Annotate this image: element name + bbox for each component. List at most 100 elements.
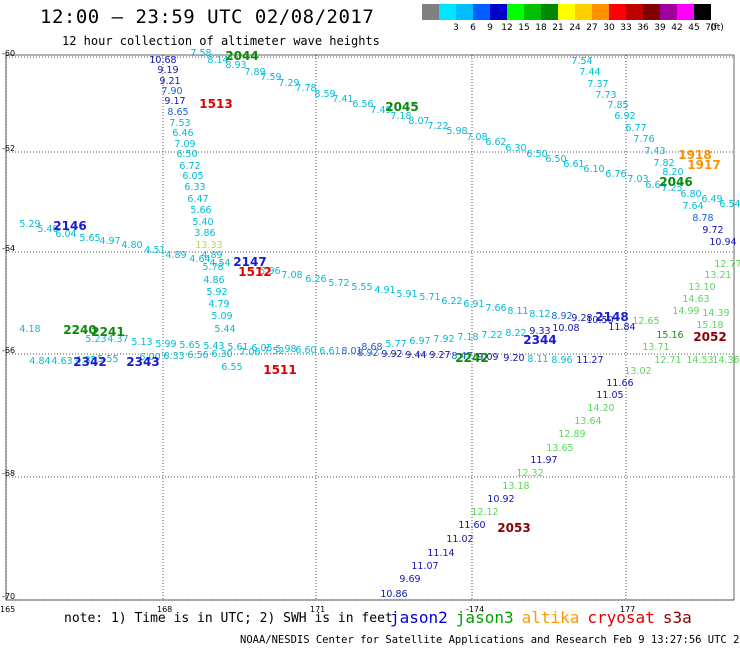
legend-cryosat: cryosat bbox=[587, 608, 655, 627]
wave-height-value: 9.09 bbox=[477, 352, 498, 363]
pass-time-label: 1513 bbox=[199, 97, 232, 111]
wave-height-value: 6.05 bbox=[182, 171, 203, 182]
colorbar-label: 21 bbox=[552, 23, 564, 33]
pass-time-label: 2241 bbox=[91, 325, 124, 339]
pass-time-label: 2046 bbox=[659, 175, 692, 189]
pass-time-label: 2146 bbox=[53, 219, 86, 233]
wave-height-value: 5.43 bbox=[203, 341, 224, 352]
wave-height-value: 6.60 bbox=[295, 345, 316, 356]
pass-time-label: 2240 bbox=[63, 323, 96, 337]
wave-height-value: 7.22 bbox=[427, 121, 448, 132]
wave-height-value: 5.98 bbox=[446, 126, 467, 137]
wave-height-value: 5.55 bbox=[351, 282, 372, 293]
latitude-label: -60 bbox=[2, 49, 15, 58]
wave-height-value: 7.18 bbox=[390, 111, 411, 122]
wave-height-value: 4.84 bbox=[29, 356, 50, 367]
legend-altika: altika bbox=[521, 608, 580, 627]
colorbar-cell bbox=[609, 4, 626, 20]
lat-lon-grid bbox=[5, 54, 735, 601]
wave-height-value: 10.92 bbox=[487, 494, 514, 505]
wave-height-value: 7.37 bbox=[587, 79, 608, 90]
pass-time-label: 1918 bbox=[678, 148, 711, 162]
pass-time-label: 2343 bbox=[126, 355, 159, 369]
axis-labels: -60 -62 -64 -66 -68 -70 165 168 171 -174 177 bbox=[0, 49, 635, 614]
wave-height-value: 8.47 bbox=[451, 351, 472, 362]
latitude-label: -68 bbox=[2, 469, 15, 478]
colorbar-cell bbox=[490, 4, 507, 20]
wave-height-value: 14.36 bbox=[712, 355, 739, 366]
wave-height-value: 6.56 bbox=[187, 350, 208, 361]
colorbar-label: 27 bbox=[586, 23, 598, 33]
latitude-label: -66 bbox=[2, 346, 15, 355]
wave-height-value: 7.08 bbox=[466, 132, 487, 143]
wave-height-value: 12.32 bbox=[516, 468, 543, 479]
wave-height-value: 3.86 bbox=[194, 228, 215, 239]
wave-height-value: 7.22 bbox=[481, 330, 502, 341]
colorbar-label: 39 bbox=[654, 23, 666, 33]
wave-height-value: 4.35 bbox=[75, 355, 96, 366]
colorbar-label: 36 bbox=[637, 23, 649, 33]
wave-height-value: 7.43 bbox=[644, 146, 665, 157]
wave-height-value: 14.39 bbox=[702, 308, 729, 319]
map-frame bbox=[5, 54, 735, 601]
wave-height-value: 5.40 bbox=[37, 224, 58, 235]
wave-height-value: 7.41 bbox=[332, 94, 353, 105]
wave-height-value: 9.69 bbox=[399, 574, 420, 585]
wave-height-value: 5.09 bbox=[211, 311, 232, 322]
wave-height-value: 6.46 bbox=[172, 128, 193, 139]
map-subtitle: 12 hour collection of altimeter wave hei… bbox=[62, 34, 380, 48]
wave-height-value: 6.49 bbox=[701, 194, 722, 205]
wave-height-value: 13.33 bbox=[195, 240, 222, 251]
wave-height-value: 6.61 bbox=[319, 346, 340, 357]
wave-height-value: 9.33 bbox=[529, 326, 550, 337]
colorbar-cell bbox=[456, 4, 473, 20]
wave-height-value: 5.78 bbox=[202, 262, 223, 273]
wave-height-value: 8.01 bbox=[341, 346, 362, 357]
wave-height-value: 13.71 bbox=[642, 342, 669, 353]
colorbar-label: 45 bbox=[688, 23, 700, 33]
colorbar-cell bbox=[439, 4, 456, 20]
wave-height-value: 7.76 bbox=[633, 134, 654, 145]
longitude-label: 177 bbox=[620, 605, 635, 614]
wave-height-value: 9.21 bbox=[159, 76, 180, 87]
wave-height-value: 6.22 bbox=[441, 296, 462, 307]
wave-height-value: 4.89 bbox=[201, 250, 222, 261]
colorbar-cell bbox=[558, 4, 575, 20]
wave-height-value: 6.33 bbox=[184, 182, 205, 193]
wave-height-value: 5.92 bbox=[206, 287, 227, 298]
wave-height-value: 5.40 bbox=[192, 217, 213, 228]
colorbar-cell bbox=[592, 4, 609, 20]
wave-height-value: 6.26 bbox=[305, 274, 326, 285]
colorbar-cell bbox=[541, 4, 558, 20]
colorbar-label: 24 bbox=[569, 23, 581, 33]
wave-height-value: 6.50 bbox=[176, 149, 197, 160]
wave-height-value: 6.77 bbox=[625, 123, 646, 134]
wave-height-value: 7.52 bbox=[263, 346, 284, 357]
wave-height-value: 9.17 bbox=[164, 96, 185, 107]
wave-height-value: 4.64 bbox=[189, 254, 210, 265]
colorbar-cell bbox=[643, 4, 660, 20]
wave-height-value: 11.07 bbox=[411, 561, 438, 572]
wave-height-value: 6.91 bbox=[463, 299, 484, 310]
credit-line: NOAA/NESDIS Center for Satellite Applica… bbox=[240, 634, 740, 646]
wave-height-value: 13.65 bbox=[546, 443, 573, 454]
wave-height-value: 6.33 bbox=[163, 351, 184, 362]
colorbar-label: 18 bbox=[535, 23, 547, 33]
wave-height-value: 5.71 bbox=[419, 292, 440, 303]
wave-height-value: 9.44 bbox=[405, 350, 426, 361]
wave-height-value: 4.86 bbox=[203, 275, 224, 286]
wave-height-value: 5.77 bbox=[385, 339, 406, 350]
satellite-legend: jason2 jason3 altika cryosat s3a bbox=[390, 608, 700, 627]
pass-time-label: 2044 bbox=[225, 49, 258, 63]
wave-height-value: 4.80 bbox=[121, 240, 142, 251]
wave-height-value: 7.85 bbox=[607, 100, 628, 111]
wave-height-value: 10.68 bbox=[149, 55, 176, 66]
wave-height-value: 6.50 bbox=[545, 154, 566, 165]
wave-height-value: 13.21 bbox=[704, 270, 731, 281]
colorbar-cell bbox=[677, 4, 694, 20]
pass-time-label: 2052 bbox=[693, 330, 726, 344]
wave-height-value: 6.54 bbox=[719, 199, 740, 210]
wave-height-value: 6.80 bbox=[680, 189, 701, 200]
colorbar-cell bbox=[575, 4, 592, 20]
